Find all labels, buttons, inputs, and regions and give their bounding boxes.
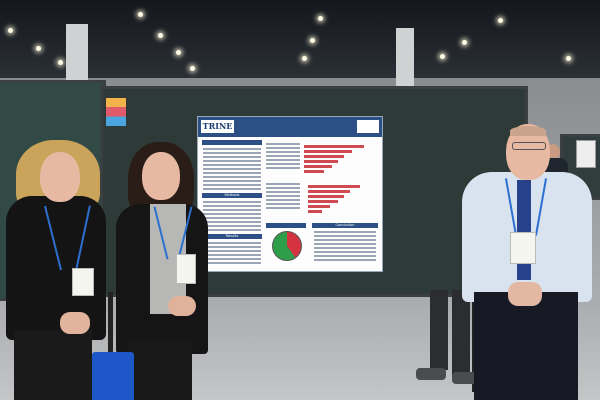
sticky-notes — [106, 98, 126, 126]
text-block — [314, 231, 376, 263]
ceiling-light — [302, 56, 307, 61]
chart-bar — [308, 195, 344, 198]
pillar — [396, 28, 414, 88]
ceiling-light — [310, 38, 315, 43]
ceiling-light — [566, 56, 571, 61]
ceiling-light — [138, 12, 143, 17]
text-block — [203, 242, 261, 266]
chart-bar — [308, 200, 338, 203]
blue-bag — [92, 352, 134, 400]
necktie — [517, 180, 531, 280]
section-bar-pie — [266, 223, 306, 228]
chart-bar — [304, 165, 332, 168]
text-block — [203, 201, 261, 233]
notice-sign — [576, 140, 596, 168]
ceiling-light — [158, 33, 163, 38]
pie-chart — [272, 231, 302, 261]
chart-bar — [308, 185, 360, 188]
chart-bar — [304, 155, 344, 158]
chart-bar — [304, 160, 338, 163]
section-bar-intro — [202, 140, 262, 145]
sponsor-logo — [357, 120, 379, 133]
chart-bar — [304, 170, 324, 173]
chart-bar — [308, 190, 350, 193]
name-badge — [176, 254, 196, 284]
name-badge — [510, 232, 536, 264]
ceiling — [0, 0, 600, 78]
research-poster: TRINE Methods Results — [197, 116, 383, 272]
chart-bar — [304, 150, 352, 153]
ceiling-light — [176, 50, 181, 55]
ceiling-light — [318, 16, 323, 21]
section-bar-results: Results — [202, 234, 262, 239]
ceiling-light — [36, 46, 41, 51]
text-block — [203, 148, 261, 192]
section-bar-conclusion: Conclusion — [312, 223, 378, 228]
ceiling-light — [190, 66, 195, 71]
name-badge — [72, 268, 94, 296]
board-stand — [108, 292, 113, 400]
chart-bar — [308, 205, 330, 208]
ceiling-light — [462, 40, 467, 45]
university-logo: TRINE — [201, 120, 234, 133]
pillar — [66, 24, 88, 84]
ceiling-light — [8, 28, 13, 33]
ceiling-light — [58, 60, 63, 65]
ceiling-light — [440, 54, 445, 59]
ceiling-light — [498, 18, 503, 23]
poster-header: TRINE — [198, 117, 382, 137]
chart-bar — [304, 145, 364, 148]
chart-bar — [308, 210, 322, 213]
section-bar-methods: Methods — [202, 193, 262, 198]
